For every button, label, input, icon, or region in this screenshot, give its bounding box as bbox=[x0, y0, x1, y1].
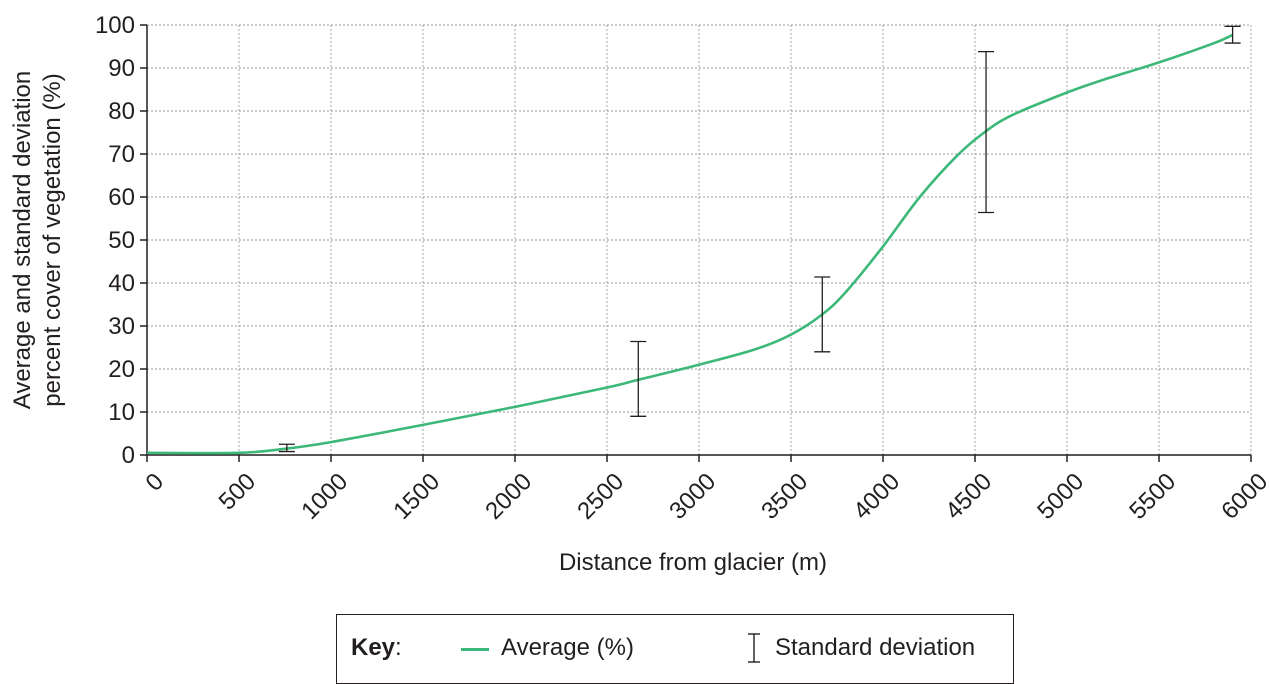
error-bar bbox=[978, 51, 995, 214]
average-line bbox=[146, 33, 1234, 455]
x-axis-title: Distance from glacier (m) bbox=[559, 549, 827, 576]
y-tick-label: 70 bbox=[108, 141, 135, 168]
y-axis-title-line2: percent cover of vegetation (%) bbox=[39, 73, 66, 407]
y-tick-label: 80 bbox=[108, 98, 135, 125]
error-bar bbox=[630, 340, 647, 417]
x-tick-label: 5500 bbox=[1124, 468, 1181, 525]
y-tick-label: 100 bbox=[95, 12, 135, 39]
y-axis-title-line1: Average and standard deviation bbox=[9, 71, 36, 409]
x-tick-label: 2000 bbox=[480, 468, 537, 525]
legend-title-text: Key bbox=[351, 634, 396, 661]
series-average bbox=[146, 33, 1234, 455]
y-tick-label: 10 bbox=[108, 399, 135, 426]
x-tick-label: 2500 bbox=[572, 468, 629, 525]
y-tick-label: 60 bbox=[108, 184, 135, 211]
y-tick-label: 50 bbox=[108, 227, 135, 254]
legend-sd-label: Standard deviation bbox=[775, 634, 976, 661]
legend-average-label: Average (%) bbox=[501, 634, 634, 661]
y-tick-label: 90 bbox=[108, 55, 135, 82]
x-tick-label: 500 bbox=[214, 468, 261, 515]
x-tick-label: 4500 bbox=[940, 468, 997, 525]
x-tick-label: 3500 bbox=[756, 468, 813, 525]
x-tick-label: 0 bbox=[141, 468, 170, 497]
x-tick-label: 1000 bbox=[296, 468, 353, 525]
axes bbox=[140, 24, 1252, 462]
legend-title: Key: bbox=[351, 634, 402, 662]
x-tick-label: 6000 bbox=[1216, 468, 1270, 525]
grid bbox=[147, 24, 1252, 455]
y-tick-label: 20 bbox=[108, 356, 135, 383]
y-tick-label: 0 bbox=[122, 442, 135, 469]
x-tick-label: 5000 bbox=[1032, 468, 1089, 525]
x-tick-label: 4000 bbox=[848, 468, 905, 525]
error-bar bbox=[814, 276, 831, 353]
x-tick-label: 1500 bbox=[388, 468, 445, 525]
legend-average-swatch bbox=[461, 648, 489, 651]
y-tick-label: 30 bbox=[108, 313, 135, 340]
legend: Key: Average (%) Standard deviation bbox=[336, 614, 1014, 684]
x-tick-label: 3000 bbox=[664, 468, 721, 525]
legend-error-bar-icon bbox=[748, 633, 760, 663]
error-bar bbox=[1224, 25, 1241, 44]
error-bar bbox=[278, 443, 295, 453]
error-bars bbox=[278, 25, 1241, 453]
y-tick-label: 40 bbox=[108, 270, 135, 297]
legend-title-colon: : bbox=[395, 634, 402, 661]
